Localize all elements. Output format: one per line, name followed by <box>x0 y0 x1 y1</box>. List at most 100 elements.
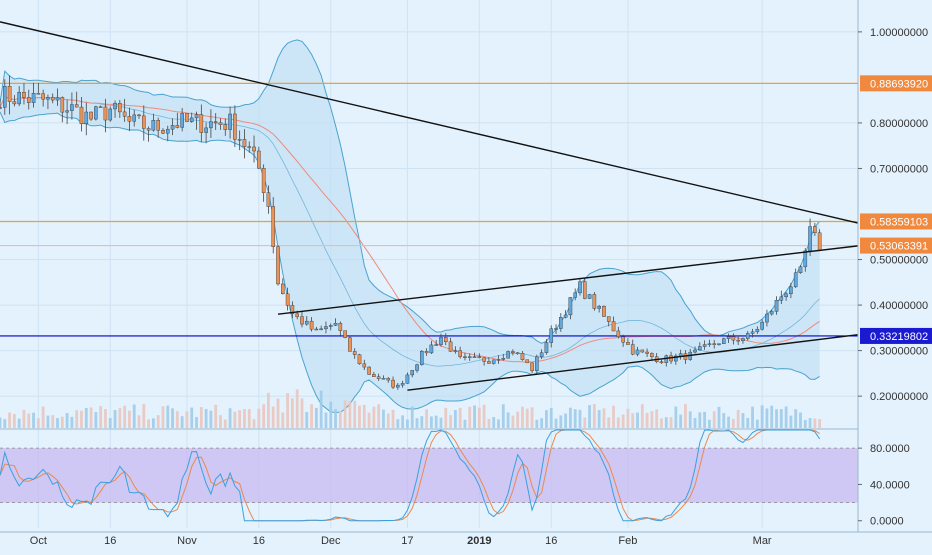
x-tick-label: 16 <box>104 535 116 547</box>
volume-bar <box>142 404 146 428</box>
volume-bar <box>348 401 352 428</box>
candle-body <box>132 114 137 122</box>
candle-body <box>343 330 347 338</box>
candle-body <box>415 364 419 371</box>
candle-body <box>520 353 525 360</box>
candle-body <box>693 349 697 353</box>
volume-bar <box>80 410 83 428</box>
candle-body <box>367 366 371 375</box>
candle-body <box>702 344 707 347</box>
volume-bar <box>290 398 294 428</box>
candle-body <box>817 232 822 251</box>
trendline <box>0 21 859 224</box>
candle-body <box>726 336 731 339</box>
candle-body <box>237 139 242 141</box>
price-label-box <box>860 213 932 230</box>
x-tick-label: Nov <box>177 535 197 547</box>
volume-bar <box>338 411 342 428</box>
candle-body <box>257 150 261 169</box>
volume-bar <box>501 404 505 428</box>
candle-body <box>70 104 74 111</box>
candle-body <box>482 357 486 362</box>
candle-body <box>573 292 577 298</box>
volume-bar <box>449 415 452 428</box>
volume-bar <box>444 407 448 428</box>
candle-body <box>376 376 381 379</box>
candle-body <box>554 328 558 330</box>
volume-bar <box>736 409 740 428</box>
volume-bar <box>252 419 256 428</box>
volume-bar <box>434 415 438 428</box>
candle-body <box>122 111 127 117</box>
candle-body <box>587 294 592 299</box>
candle-body <box>338 323 343 331</box>
volume-bar <box>199 407 203 428</box>
volume-bar <box>640 404 644 428</box>
volume-bar <box>664 417 668 428</box>
candle-body <box>141 115 146 129</box>
candle-body <box>36 93 41 95</box>
candle-body <box>60 97 65 113</box>
volume-bar <box>453 410 457 428</box>
candle-body <box>405 374 410 384</box>
volume-bar <box>137 415 141 428</box>
candle-body <box>242 139 247 147</box>
volume-bar <box>56 418 59 428</box>
candle-body <box>808 226 812 252</box>
candle-body <box>424 351 429 354</box>
candle-body <box>779 296 784 301</box>
volume-bar <box>12 413 16 428</box>
volume-bar <box>521 406 524 428</box>
volume-bar <box>530 407 534 428</box>
volume-bar <box>482 404 486 428</box>
volume-bar <box>175 411 179 428</box>
candle-body <box>304 320 309 325</box>
candle-body <box>348 337 352 352</box>
volume-bar <box>688 411 692 428</box>
stochastic-band <box>0 448 858 503</box>
volume-bar <box>233 411 237 428</box>
candle-body <box>46 97 50 100</box>
volume-bar <box>99 406 103 428</box>
volume-bar <box>746 417 750 428</box>
candle-body <box>31 93 36 103</box>
volume-bar <box>108 418 112 428</box>
candle-body <box>103 106 108 121</box>
volume-bar <box>693 417 697 428</box>
volume-bar <box>477 407 481 428</box>
x-tick-label: Oct <box>30 535 47 547</box>
candle-body <box>213 121 218 123</box>
candle-body <box>281 283 285 295</box>
volume-bar <box>0 417 2 428</box>
bollinger-band-fill <box>0 39 820 413</box>
volume-bar <box>329 401 333 428</box>
volume-bar <box>684 404 687 428</box>
volume-bar <box>396 419 400 428</box>
volume-bar <box>391 409 395 428</box>
candle-body <box>161 130 165 134</box>
volume-bar <box>219 415 222 428</box>
volume-bar <box>406 419 409 428</box>
candle-body <box>127 116 132 122</box>
bollinger-upper-line <box>0 39 821 344</box>
candle-body <box>137 114 141 117</box>
candle-body <box>333 323 338 326</box>
volume-bar <box>36 418 40 428</box>
candle-body <box>539 352 544 357</box>
candle-body <box>563 314 568 318</box>
candle-body <box>501 358 506 360</box>
volume-bar <box>674 406 678 428</box>
candle-body <box>218 122 223 125</box>
volume-bar <box>458 407 462 428</box>
volume-bar <box>185 411 189 428</box>
volume-bar <box>65 413 69 428</box>
trendline <box>277 245 859 315</box>
volume-bar <box>166 405 170 428</box>
candle-body <box>391 379 395 388</box>
candle-body <box>357 354 362 365</box>
candle-body <box>477 356 482 358</box>
candle-body <box>410 370 415 376</box>
volume-bar <box>22 409 26 428</box>
volume-bar <box>549 408 553 428</box>
